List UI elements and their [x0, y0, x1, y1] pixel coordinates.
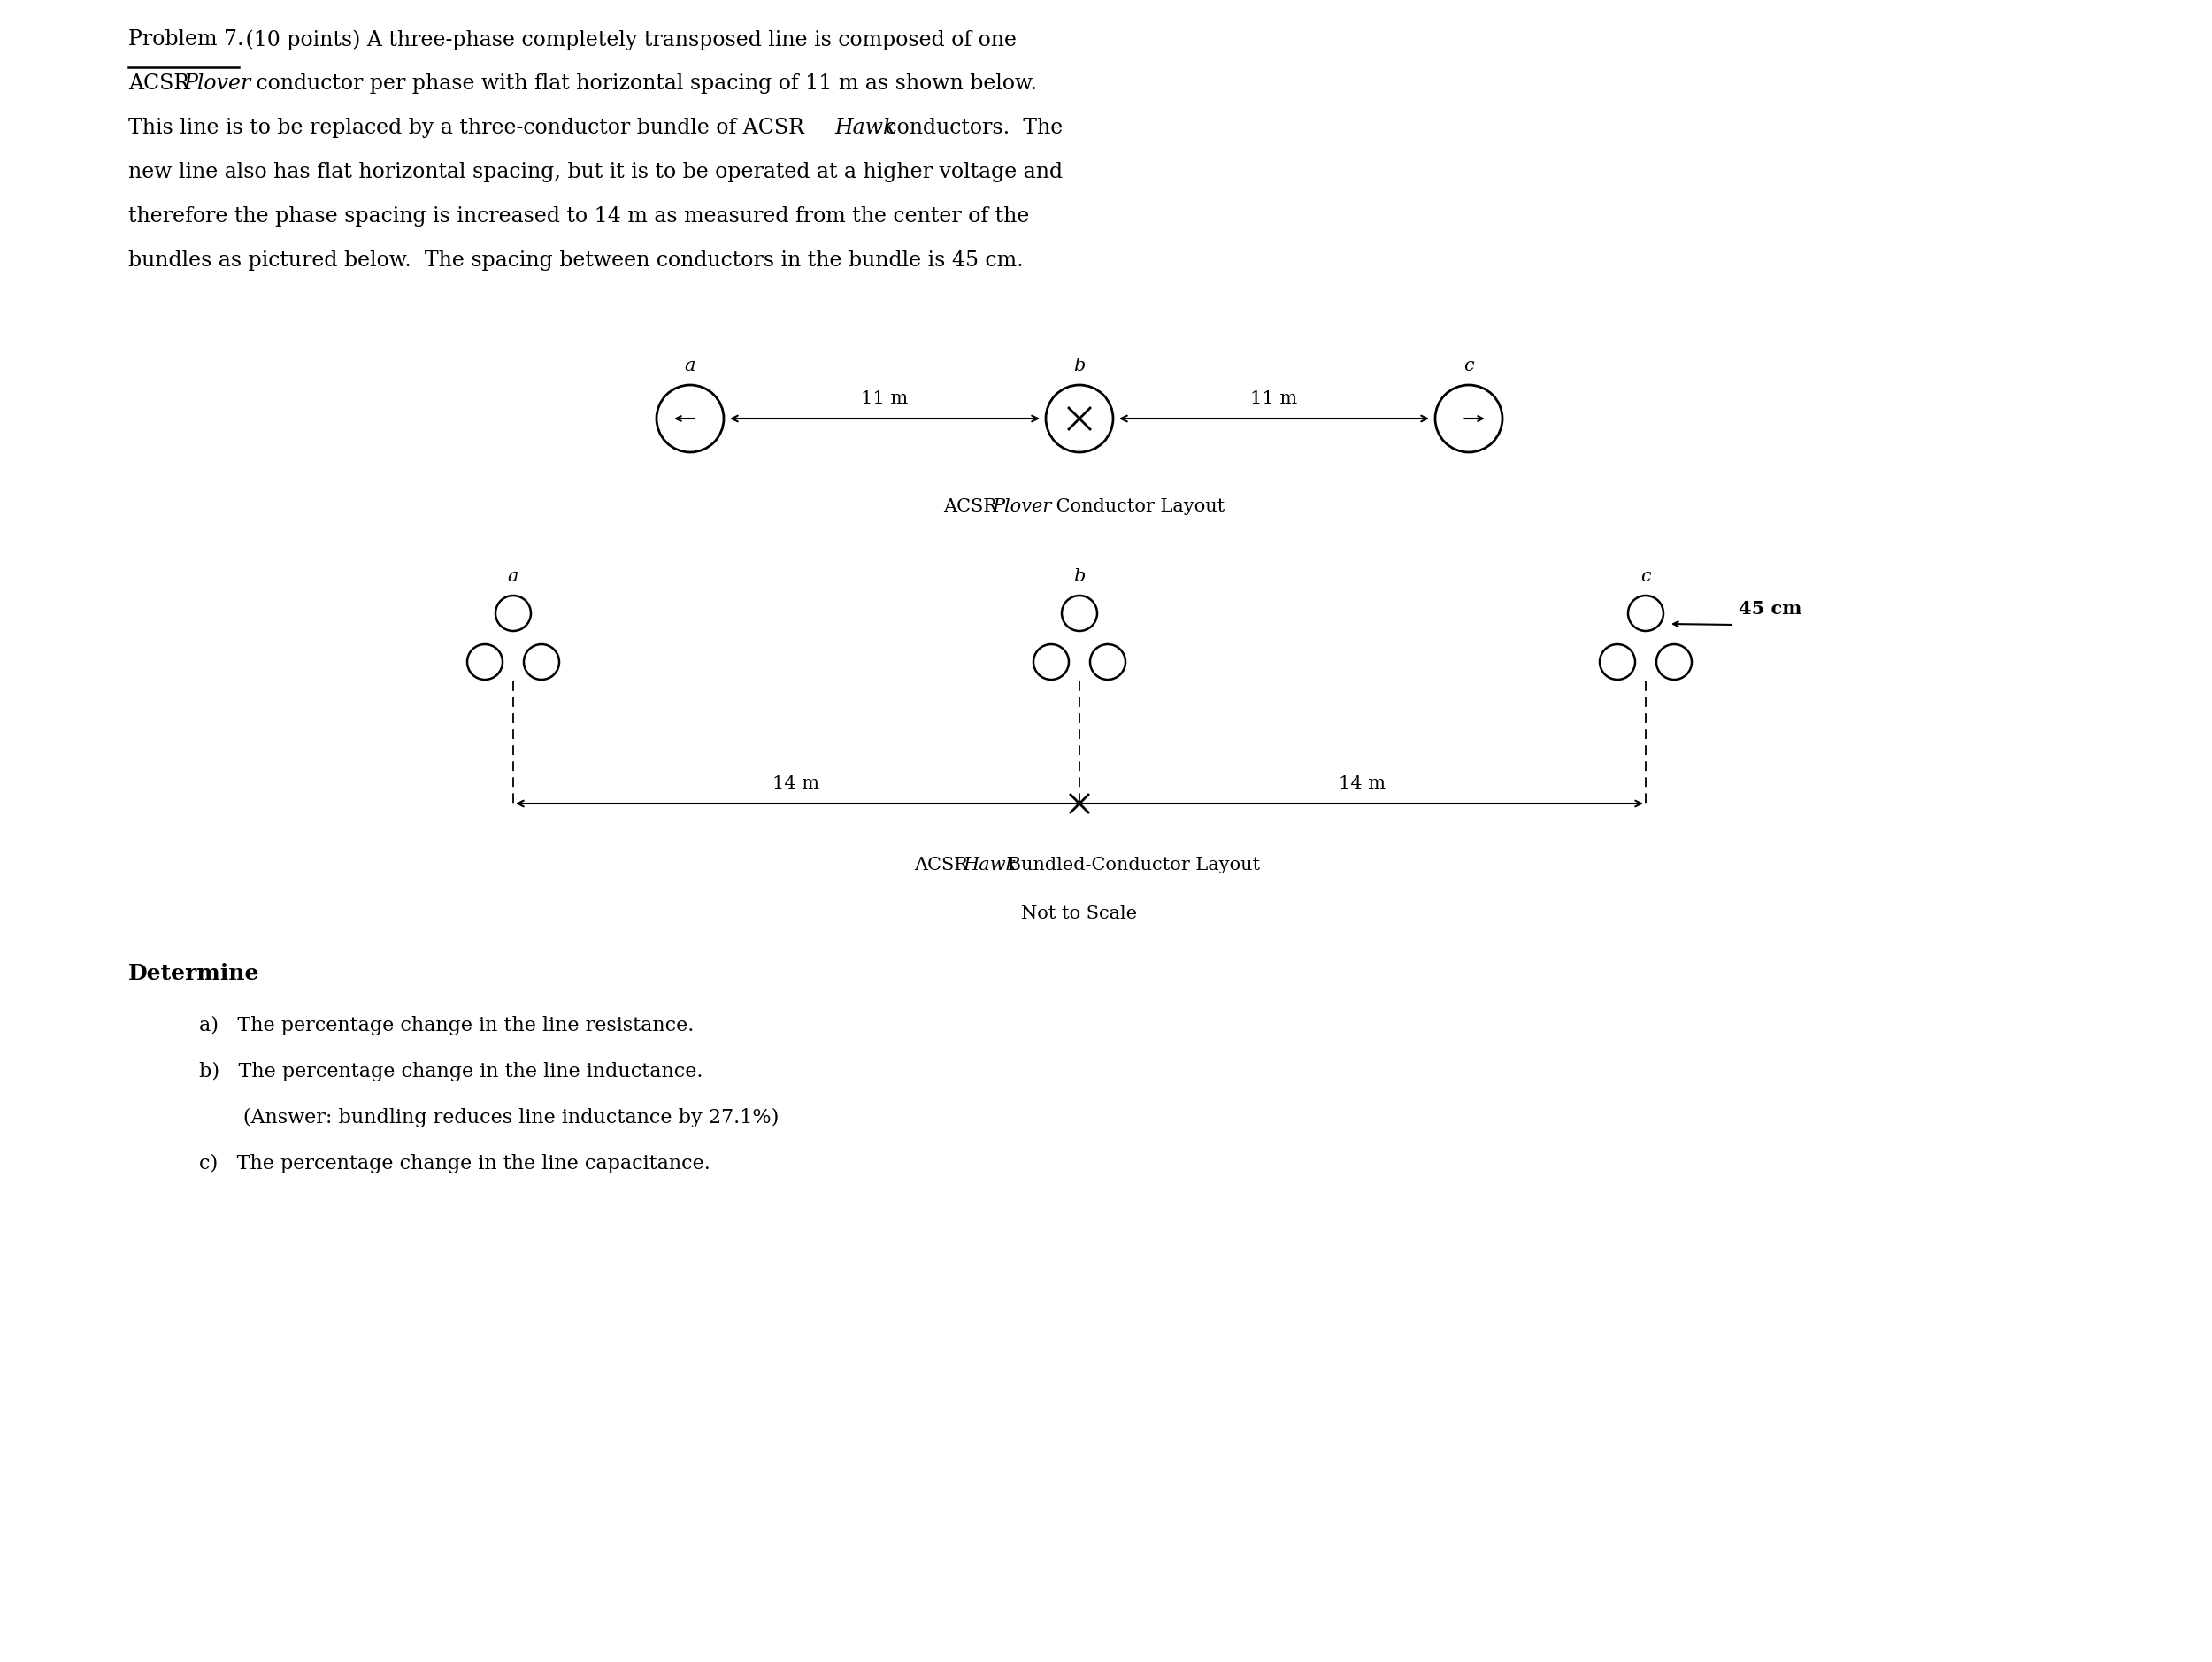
Text: ACSR: ACSR: [914, 856, 973, 874]
Text: Conductor Layout: Conductor Layout: [1051, 499, 1225, 515]
Text: b: b: [1073, 568, 1086, 585]
Text: Plover: Plover: [184, 73, 250, 93]
Text: 11 m: 11 m: [860, 391, 909, 407]
Text: new line also has flat horizontal spacing, but it is to be operated at a higher : new line also has flat horizontal spacin…: [128, 161, 1062, 183]
Text: a)   The percentage change in the line resistance.: a) The percentage change in the line res…: [199, 1015, 695, 1035]
Text: bundles as pictured below.  The spacing between conductors in the bundle is 45 c: bundles as pictured below. The spacing b…: [128, 251, 1024, 271]
Text: conductors.  The: conductors. The: [878, 118, 1062, 138]
Text: Determine: Determine: [128, 962, 259, 984]
Text: 14 m: 14 m: [772, 774, 821, 793]
Text: conductor per phase with flat horizontal spacing of 11 m as shown below.: conductor per phase with flat horizontal…: [250, 73, 1037, 93]
Text: c: c: [1641, 568, 1650, 585]
Text: (Answer: bundling reduces line inductance by 27.1%): (Answer: bundling reduces line inductanc…: [199, 1109, 779, 1127]
Text: 11 m: 11 m: [1250, 391, 1298, 407]
Text: Hawk: Hawk: [962, 856, 1018, 874]
Text: ACSR: ACSR: [942, 499, 1002, 515]
Text: 45 cm: 45 cm: [1739, 600, 1803, 618]
Text: This line is to be replaced by a three-conductor bundle of ACSR: This line is to be replaced by a three-c…: [128, 118, 812, 138]
Text: (10 points) A three-phase completely transposed line is composed of one: (10 points) A three-phase completely tra…: [239, 30, 1015, 50]
Text: Plover: Plover: [991, 499, 1051, 515]
Text: Not to Scale: Not to Scale: [1022, 906, 1137, 922]
Text: a: a: [509, 568, 518, 585]
Text: b: b: [1073, 357, 1086, 374]
Text: Problem 7.: Problem 7.: [128, 30, 243, 50]
Text: a: a: [686, 357, 695, 374]
Text: therefore the phase spacing is increased to 14 m as measured from the center of : therefore the phase spacing is increased…: [128, 206, 1029, 226]
Text: c: c: [1464, 357, 1473, 374]
Text: Bundled-Conductor Layout: Bundled-Conductor Layout: [1002, 856, 1261, 874]
Text: b)   The percentage change in the line inductance.: b) The percentage change in the line ind…: [199, 1062, 703, 1082]
Text: 14 m: 14 m: [1338, 774, 1387, 793]
Text: ACSR: ACSR: [128, 73, 197, 93]
Text: c)   The percentage change in the line capacitance.: c) The percentage change in the line cap…: [199, 1153, 710, 1173]
Text: Hawk: Hawk: [834, 118, 896, 138]
